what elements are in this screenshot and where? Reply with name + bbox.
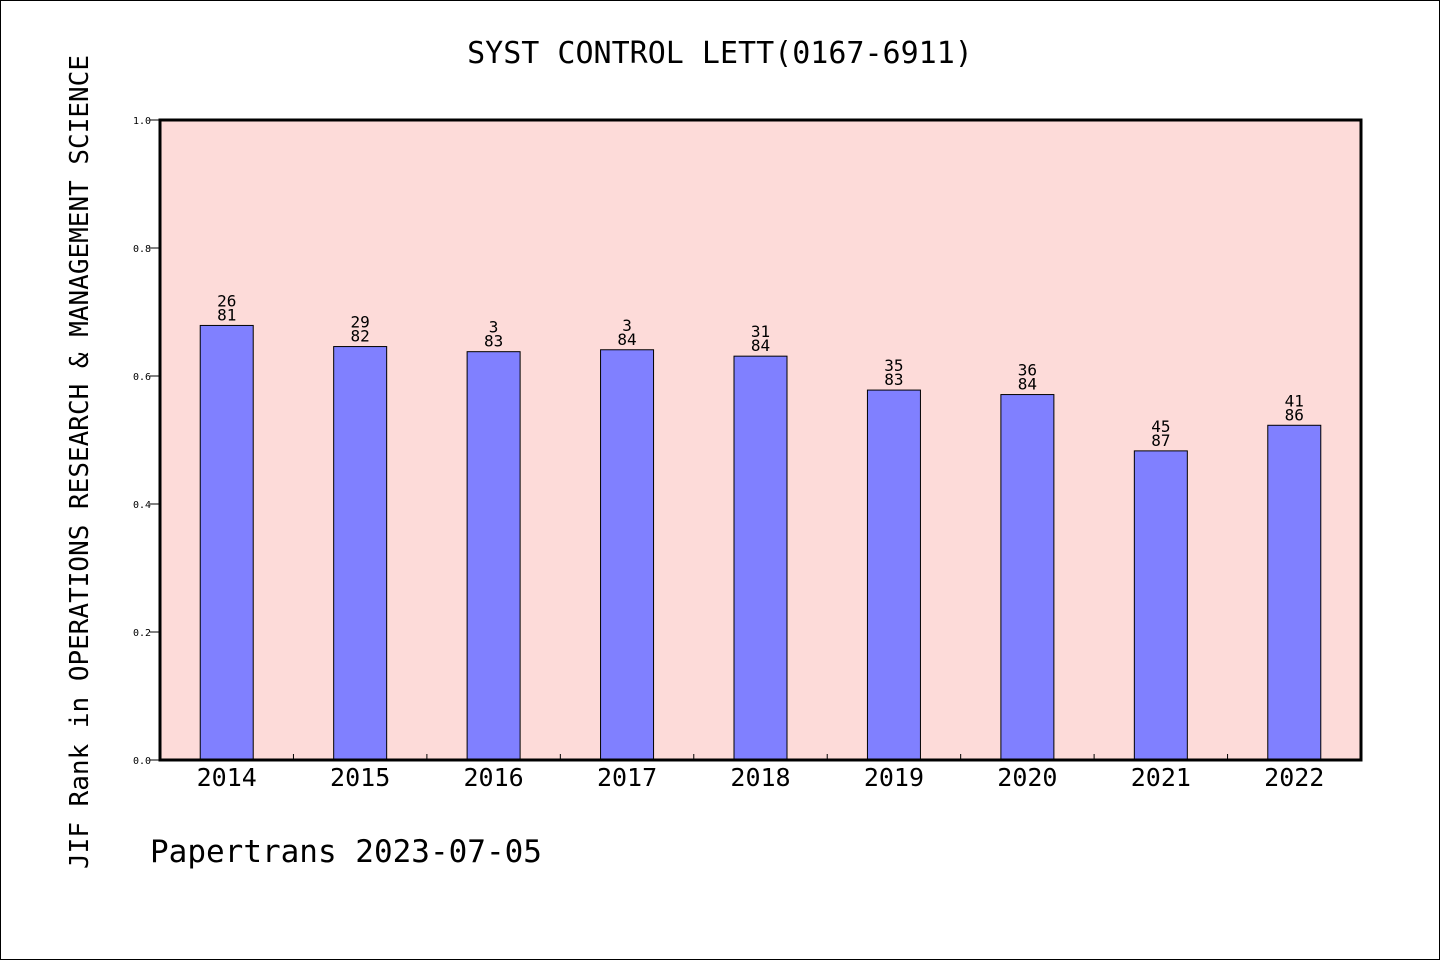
bar-annotation-bottom: 83 (484, 332, 503, 351)
plot-border (158, 118, 1363, 762)
y-tick-label: 0.2 (133, 628, 151, 639)
bar-annotation-top: 41 (1285, 391, 1304, 410)
bar-annotation-bottom: 84 (751, 336, 770, 355)
bars (199, 324, 1322, 761)
y-tick-label: 0.0 (133, 756, 151, 767)
bar-annotation-bottom: 84 (1018, 375, 1037, 394)
x-tick-label-2021: 2021 (1131, 763, 1191, 792)
y-axis-ticks: 0.0 0.2 0.4 0.6 0.8 1.0 (133, 116, 160, 767)
bar-annotation-bottom: 83 (884, 370, 903, 389)
bar-annotation-top: 3 (622, 316, 632, 335)
x-tick-label-2019: 2019 (864, 763, 924, 792)
bar-annotation-bottom: 84 (617, 330, 636, 349)
x-tick-label-2015: 2015 (330, 763, 390, 792)
y-tick-label: 0.8 (133, 244, 151, 255)
bar-annotation-bottom: 81 (217, 305, 236, 324)
bar-2018 (733, 355, 788, 761)
bar-2017 (600, 349, 655, 761)
bar-2022 (1267, 424, 1322, 761)
bar-annotation-top: 36 (1018, 361, 1037, 380)
x-tick-label-2014: 2014 (197, 763, 257, 792)
bar-annotation-bottom: 87 (1151, 431, 1170, 450)
bar-2016 (466, 351, 521, 761)
bar-annotation-top: 3 (489, 318, 499, 337)
x-tick-label-2020: 2020 (997, 763, 1057, 792)
y-tick-label: 0.6 (133, 372, 151, 383)
bar-annotation-bottom: 82 (351, 327, 370, 346)
bar-annotation-top: 45 (1151, 417, 1170, 436)
bar-annotation-top: 31 (751, 322, 770, 341)
bar-2020 (1000, 394, 1055, 761)
y-tick-label: 0.4 (133, 500, 151, 511)
footer-note: Papertrans 2023-07-05 (150, 834, 542, 870)
x-tick-label-2018: 2018 (730, 763, 790, 792)
bar-annotation-bottom: 86 (1285, 405, 1304, 424)
x-tick-label-2022: 2022 (1264, 763, 1324, 792)
bar-annotation-top: 35 (884, 356, 903, 375)
chart-title: SYST CONTROL LETT(0167-6911) (467, 36, 973, 71)
bar-labels: 2681201429822015383201638420173184201835… (197, 291, 1325, 792)
bar-annotation-top: 26 (217, 291, 236, 310)
y-tick-label: 1.0 (133, 116, 151, 127)
bar-2019 (866, 389, 921, 761)
bar-2015 (333, 346, 388, 761)
x-tick-label-2017: 2017 (597, 763, 657, 792)
bar-2014 (199, 324, 254, 761)
bar-2021 (1133, 450, 1188, 761)
x-tick-label-2016: 2016 (464, 763, 524, 792)
bar-annotation-top: 29 (351, 313, 370, 332)
